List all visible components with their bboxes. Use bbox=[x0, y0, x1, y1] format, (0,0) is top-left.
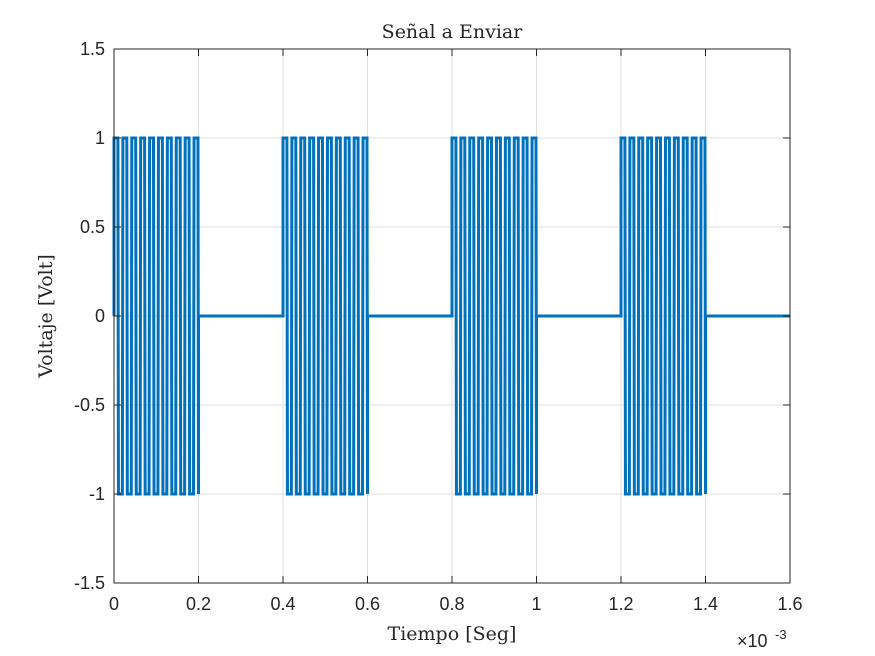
x-exponent-base: ×10 bbox=[737, 631, 768, 651]
tick-marks bbox=[113, 48, 791, 584]
y-tick-labels: 1.5 1 0.5 0 -0.5 -1 -1.5 bbox=[74, 39, 105, 593]
y-tick-label: -1 bbox=[89, 484, 105, 504]
x-tick-label: 0.2 bbox=[186, 594, 211, 614]
chart-title: Señal a Enviar bbox=[382, 21, 524, 43]
x-tick-label: 1.6 bbox=[777, 594, 802, 614]
y-axis-label: Voltaje [Volt] bbox=[35, 254, 57, 379]
x-tick-label: 1 bbox=[531, 594, 541, 614]
y-tick-label: 1 bbox=[95, 128, 105, 148]
x-tick-label: 1.4 bbox=[693, 594, 718, 614]
y-tick-label: 1.5 bbox=[80, 39, 105, 59]
x-axis-label: Tiempo [Seg] bbox=[388, 623, 517, 645]
y-tick-label: -1.5 bbox=[74, 573, 105, 593]
y-tick-label: -0.5 bbox=[74, 395, 105, 415]
x-exponent-power: -3 bbox=[775, 627, 787, 642]
x-tick-label: 0.6 bbox=[355, 594, 380, 614]
y-tick-label: 0.5 bbox=[80, 217, 105, 237]
x-tick-label: 0.8 bbox=[439, 594, 464, 614]
y-tick-label: 0 bbox=[95, 306, 105, 326]
x-tick-label: 1.2 bbox=[608, 594, 633, 614]
x-tick-labels: 0 0.2 0.4 0.6 0.8 1 1.2 1.4 1.6 bbox=[109, 594, 803, 614]
x-tick-label: 0.4 bbox=[270, 594, 295, 614]
series-group bbox=[112, 136, 790, 496]
signal-line bbox=[112, 136, 790, 496]
x-tick-label: 0 bbox=[109, 594, 119, 614]
